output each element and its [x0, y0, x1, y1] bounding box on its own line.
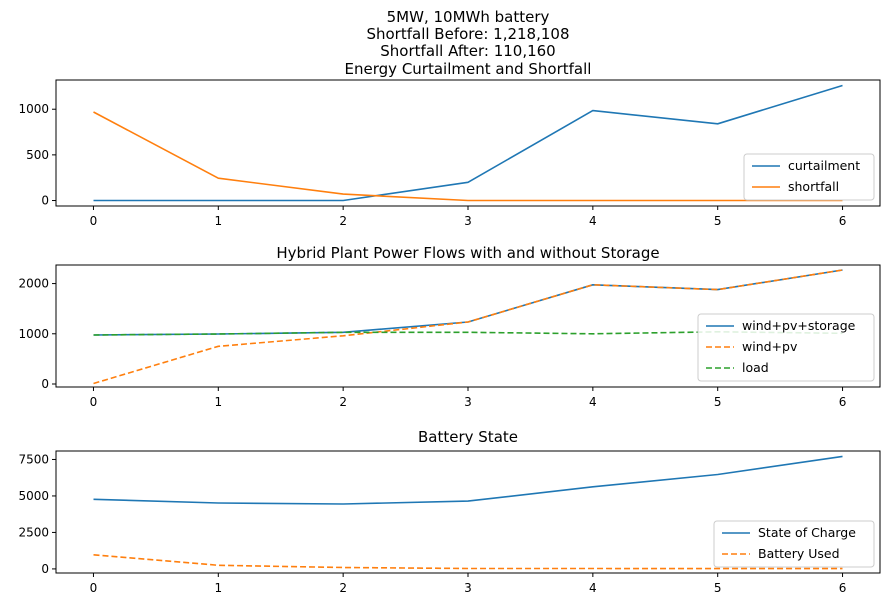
x-tick-label: 1: [214, 395, 222, 409]
y-tick-label: 1000: [18, 102, 49, 116]
x-tick-label: 6: [839, 395, 847, 409]
y-tick-label: 7500: [18, 452, 49, 466]
x-tick-label: 1: [214, 581, 222, 595]
y-tick-label: 2000: [18, 277, 49, 291]
figure-title-line-3: Shortfall After: 110,160: [380, 42, 555, 60]
x-tick-label: 4: [589, 395, 597, 409]
series-line-battery-used: [93, 554, 843, 570]
y-tick-label: 2500: [18, 525, 49, 539]
legend: wind+pv+storage wind+pv load: [697, 313, 875, 382]
x-tick-label: 3: [464, 395, 472, 409]
chart-title: Battery State: [418, 428, 518, 446]
x-tick-label: 0: [90, 395, 98, 409]
figure-title-line-1: 5MW, 10MWh battery: [387, 8, 550, 26]
x-tick-label: 5: [714, 581, 722, 595]
y-tick-label: 0: [41, 194, 49, 208]
legend: State of Charge Battery Used: [713, 520, 875, 568]
legend-label: wind+pv+storage: [742, 318, 856, 333]
x-tick-label: 0: [90, 581, 98, 595]
x-tick-label: 6: [839, 214, 847, 228]
y-tick-label: 500: [26, 148, 49, 162]
x-tick-label: 0: [90, 214, 98, 228]
series-line-curtailment: [93, 84, 843, 202]
y-tick-label: 5000: [18, 489, 49, 503]
figure-title-line-2: Shortfall Before: 1,218,108: [366, 25, 569, 43]
legend-label: curtailment: [788, 158, 860, 173]
legend-label: wind+pv: [742, 339, 798, 354]
x-tick-label: 5: [714, 214, 722, 228]
legend-label: Battery Used: [758, 546, 840, 561]
x-tick-label: 5: [714, 395, 722, 409]
x-tick-label: 3: [464, 581, 472, 595]
series-line-shortfall: [93, 111, 843, 202]
chart-title: Energy Curtailment and Shortfall: [345, 60, 592, 78]
legend-box: [697, 313, 875, 382]
legend-label: load: [742, 360, 769, 375]
legend-label: shortfall: [788, 179, 839, 194]
x-tick-label: 4: [589, 214, 597, 228]
legend-box: [713, 520, 875, 568]
series-line-wind-pv: [93, 269, 843, 385]
x-tick-label: 3: [464, 214, 472, 228]
series-line-state-of-charge: [93, 455, 843, 505]
power-flows-chart: Hybrid Plant Power Flows with and withou…: [18, 244, 881, 409]
x-tick-label: 4: [589, 581, 597, 595]
y-tick-label: 1000: [18, 327, 49, 341]
legend: curtailment shortfall: [743, 153, 875, 201]
y-tick-label: 0: [41, 562, 49, 576]
battery-state-chart: Battery State 0 1 2 3 4 5 6 0 2500 5000 7500 State …: [18, 428, 881, 595]
x-tick-label: 1: [214, 214, 222, 228]
x-tick-label: 2: [339, 395, 347, 409]
x-tick-label: 6: [839, 581, 847, 595]
x-tick-label: 2: [339, 214, 347, 228]
legend-label: State of Charge: [758, 525, 856, 540]
x-tick-label: 2: [339, 581, 347, 595]
figure-title: 5MW, 10MWh battery Shortfall Before: 1,2…: [366, 8, 569, 60]
y-tick-label: 0: [41, 377, 49, 391]
chart-title: Hybrid Plant Power Flows with and withou…: [276, 244, 659, 262]
curtailment-shortfall-chart: Energy Curtailment and Shortfall 0 1 2 3 4 5 6…: [18, 60, 881, 228]
